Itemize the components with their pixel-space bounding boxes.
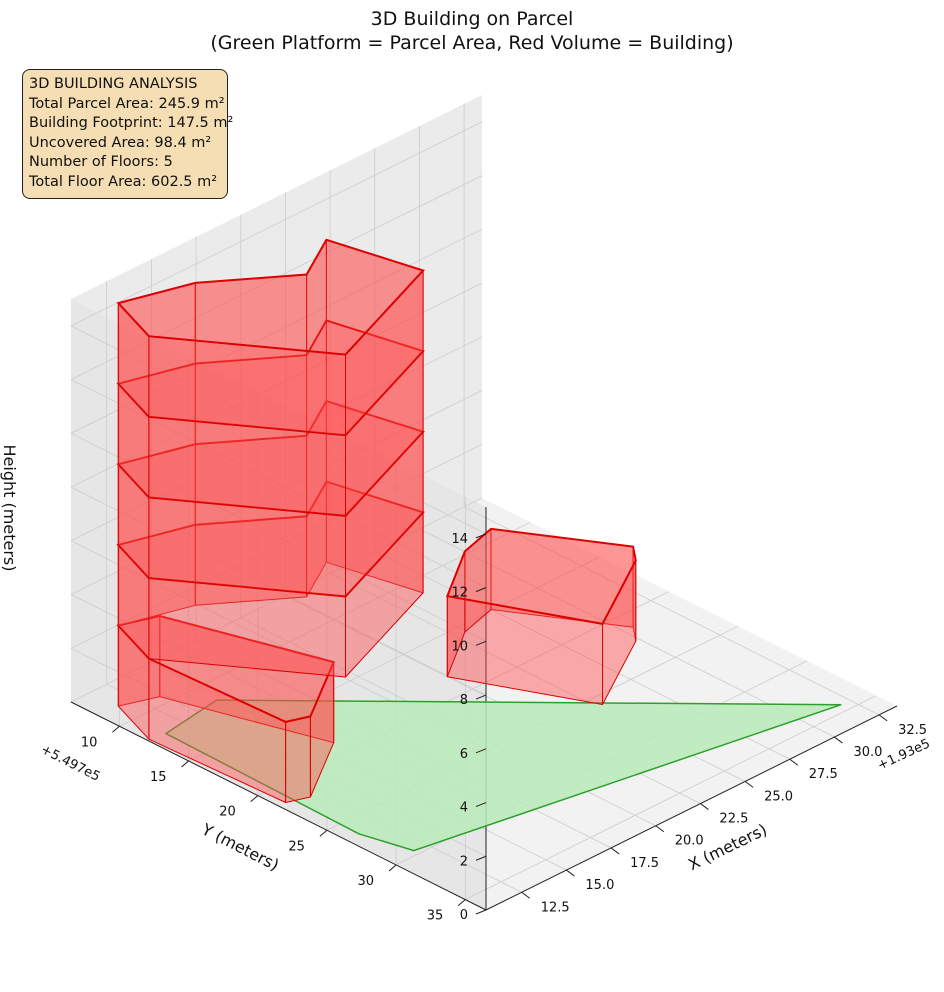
x-tick bbox=[744, 780, 754, 788]
z-tick bbox=[475, 855, 487, 861]
grid-line-z bbox=[70, 175, 487, 588]
info-uncovered-area: Uncovered Area: 98.4 m² bbox=[29, 134, 212, 151]
x-tick bbox=[610, 847, 620, 855]
z-tick bbox=[475, 748, 487, 754]
x-tick bbox=[700, 803, 709, 810]
z-tick-label: 10 bbox=[451, 639, 468, 654]
x-tick bbox=[834, 736, 843, 744]
x-tick bbox=[655, 825, 665, 833]
grid-line-z bbox=[70, 121, 487, 535]
building-top-floor-5 bbox=[116, 238, 425, 356]
tick-labels: 12.5 15.0 17.5 20.0 22.5 25.0 27.5 30.0 32.5 10 15… bbox=[81, 532, 927, 924]
x-tick bbox=[878, 714, 888, 722]
chart-title-line-1: 3D Building on Parcel bbox=[370, 8, 574, 30]
info-total-floor-area: Total Floor Area: 602.5 m² bbox=[29, 173, 218, 190]
x-tick-label: 22.5 bbox=[719, 812, 748, 827]
x-tick-label: 30.0 bbox=[853, 745, 882, 760]
z-tick-label: 4 bbox=[460, 801, 468, 816]
info-number-of-floors: Number of Floors: 5 bbox=[29, 154, 173, 170]
x-tick-label: 32.5 bbox=[898, 723, 927, 738]
grid-line-z bbox=[70, 282, 487, 696]
x-tick-label: 17.5 bbox=[630, 856, 659, 871]
z-tick-label: 8 bbox=[460, 693, 468, 708]
y-tick-label: 35 bbox=[427, 909, 444, 924]
z-tick bbox=[475, 909, 487, 915]
x-tick-label: 15.0 bbox=[585, 878, 614, 893]
x-tick bbox=[789, 758, 799, 766]
parcel-platform bbox=[164, 699, 842, 852]
y-tick bbox=[319, 829, 328, 837]
y-tick bbox=[112, 725, 120, 733]
z-tick bbox=[475, 640, 487, 646]
z-tick bbox=[475, 694, 487, 700]
x-tick-label: 20.0 bbox=[675, 834, 704, 849]
info-building-footprint: Building Footprint: 147.5 m² bbox=[29, 115, 234, 131]
y-tick bbox=[457, 899, 466, 906]
z-tick-label: 0 bbox=[460, 908, 468, 923]
x-offset-label: +1.93e5 bbox=[875, 736, 932, 773]
z-tick-label: 2 bbox=[460, 854, 468, 869]
x-tick bbox=[566, 869, 575, 877]
building-top-floor-1 bbox=[445, 527, 637, 626]
z-tick bbox=[475, 587, 487, 593]
info-heading: 3D BUILDING ANALYSIS bbox=[29, 76, 198, 92]
z-axis-label: Height (meters) bbox=[0, 445, 19, 572]
y-tick-label: 25 bbox=[288, 839, 305, 854]
y-axis-line bbox=[70, 701, 487, 911]
building bbox=[116, 238, 637, 803]
y-tick bbox=[388, 864, 397, 872]
building-wall-floor-1 bbox=[285, 715, 311, 803]
y-axis-label: Y (meters) bbox=[198, 819, 282, 874]
y-tick-label: 30 bbox=[358, 874, 375, 889]
chart-title-line-2: (Green Platform = Parcel Area, Red Volum… bbox=[210, 32, 734, 54]
y-tick-label: 10 bbox=[81, 735, 98, 750]
x-tick bbox=[521, 891, 531, 899]
z-tick-label: 6 bbox=[460, 747, 468, 762]
y-tick-label: 20 bbox=[219, 805, 236, 820]
grid-line-z bbox=[70, 228, 487, 642]
analysis-info-box: 3D BUILDING ANALYSIS Total Parcel Area: … bbox=[22, 69, 234, 199]
y-tick bbox=[181, 760, 189, 768]
x-tick-label: 27.5 bbox=[809, 767, 838, 782]
info-total-parcel-area: Total Parcel Area: 245.9 m² bbox=[29, 95, 225, 112]
x-tick-label: 25.0 bbox=[764, 789, 793, 804]
z-tick bbox=[475, 533, 487, 539]
x-tick-label: 12.5 bbox=[541, 900, 570, 915]
z-tick bbox=[475, 802, 487, 807]
y-tick-label: 15 bbox=[150, 770, 167, 785]
y-tick bbox=[250, 795, 259, 802]
x-axis-line bbox=[485, 705, 898, 911]
z-tick-label: 12 bbox=[451, 586, 468, 601]
z-tick-label: 14 bbox=[451, 532, 468, 547]
